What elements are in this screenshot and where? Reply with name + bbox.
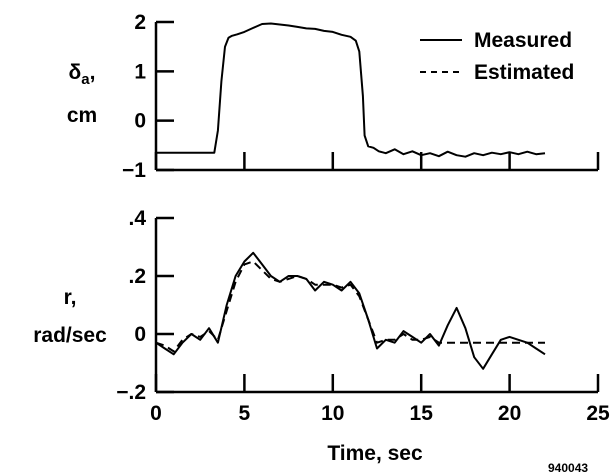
y-tick-label: 2 xyxy=(134,11,146,34)
y-axis-label-symbol: δ xyxy=(69,61,82,84)
y-tick-label: −.2 xyxy=(116,381,146,404)
legend-measured-label: Measured xyxy=(474,29,572,52)
panel-aileron: −1 0 1 2 δa, cm Measured Estimated xyxy=(67,11,600,182)
plot-area-top xyxy=(156,22,546,158)
y-tick-label: 0 xyxy=(134,110,146,133)
y-tick-label: 1 xyxy=(134,60,146,83)
series-measured-line xyxy=(155,251,546,370)
series-measured-line xyxy=(156,22,546,158)
plot-area-bottom xyxy=(155,251,546,370)
x-tick-label: 20 xyxy=(498,402,521,425)
x-tick-label: 5 xyxy=(239,402,251,425)
y-tick-label: −1 xyxy=(122,159,146,182)
y-axis-label-comma: , xyxy=(90,61,96,84)
x-ticks-bottom: 0 5 10 15 20 25 xyxy=(150,374,610,425)
x-tick-label: 0 xyxy=(150,402,162,425)
series-estimated-line xyxy=(155,260,545,353)
y-ticks-top: −1 0 1 2 xyxy=(122,11,174,182)
y-axis-label-subscript: a xyxy=(81,71,90,88)
y-ticks-bottom: −.2 0 .2 .4 xyxy=(116,207,174,404)
y-tick-label: .2 xyxy=(128,265,146,288)
y-tick-label: .4 xyxy=(128,207,146,230)
legend: Measured Estimated xyxy=(420,29,574,84)
y-tick-label: 0 xyxy=(134,323,146,346)
y-axis-label-top-unit: cm xyxy=(67,104,97,127)
y-axis-label-top: δa, xyxy=(69,61,96,88)
legend-estimated-label: Estimated xyxy=(474,61,574,84)
x-tick-label: 10 xyxy=(321,402,344,425)
y-axis-label-bottom-unit: rad/sec xyxy=(33,324,107,347)
figure-id: 940043 xyxy=(548,461,588,475)
panel-yaw-rate: −.20.2.4 0 5 10 15 20 25 r, rad/sec Time, sec xyxy=(33,207,610,465)
x-ticks-top xyxy=(154,152,600,170)
x-tick-label: 25 xyxy=(586,402,610,425)
x-tick-label: 15 xyxy=(410,402,434,425)
x-axis-label: Time, sec xyxy=(327,442,423,465)
y-axis-label-bottom-symbol: r, xyxy=(64,286,77,309)
